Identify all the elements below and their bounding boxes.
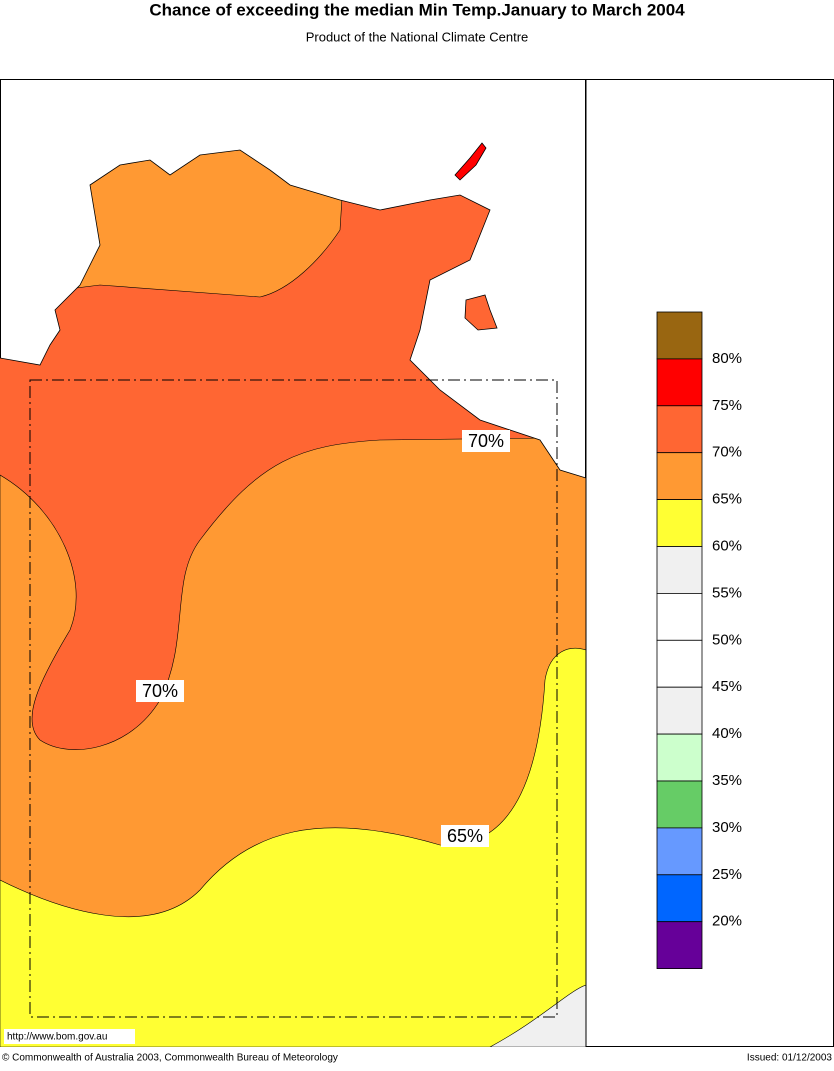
legend-swatch: [656, 921, 703, 970]
legend-label: 75%: [712, 397, 742, 414]
legend-swatch: [656, 358, 703, 407]
coastline: [0, 149, 587, 479]
legend-label: 30%: [712, 819, 742, 836]
contour-label-bg: [136, 680, 184, 702]
legend-label: 55%: [712, 584, 742, 601]
contour-label-bg: [441, 825, 489, 847]
subtitle: Product of the National Climate Centre: [306, 29, 529, 44]
legend-swatch: [656, 593, 703, 641]
legend: 80% 75% 70% 65% 60% 55% 50% 45% 40% 35% 30% 25% 20%: [656, 311, 742, 970]
legend-label: 20%: [712, 913, 742, 930]
island: [454, 142, 487, 181]
legend-label: 45%: [712, 678, 742, 695]
contour-label: 70%: [468, 431, 504, 451]
legend-swatch: [656, 780, 703, 829]
contour-label-bg: [462, 430, 510, 452]
legend-swatch: [656, 827, 703, 876]
url: http://www.bom.gov.au: [7, 1032, 107, 1043]
island: [464, 294, 498, 331]
legend-swatch: [656, 639, 703, 688]
legend-label: 60%: [712, 537, 742, 554]
contour-labels: 70% 70% 65%: [136, 430, 510, 847]
map-area: http://www.bom.gov.au: [0, 79, 587, 1047]
issued: Issued: 01/12/2003: [747, 1053, 833, 1064]
legend-frame: [585, 79, 834, 1047]
legend-label: 50%: [712, 631, 742, 648]
url-box: [4, 1029, 135, 1044]
legend-label: 70%: [712, 444, 742, 461]
legend-label: 65%: [712, 491, 742, 508]
legend-label: 40%: [712, 725, 742, 742]
land: [0, 150, 586, 1047]
legend-swatch: [656, 311, 703, 360]
copyright: © Commonwealth of Australia 2003, Common…: [2, 1053, 338, 1064]
region-60-65: [0, 648, 586, 1047]
legend-swatch: [656, 686, 703, 735]
region-boundary: [29, 379, 558, 1018]
legend-label: 25%: [712, 866, 742, 883]
contour-label: 65%: [447, 826, 483, 846]
legend-label: 80%: [712, 350, 742, 367]
contour-label: 70%: [142, 681, 178, 701]
legend-swatch: [656, 452, 703, 501]
legend-swatch: [656, 546, 703, 594]
title: Chance of exceeding the median Min Temp.…: [149, 0, 685, 19]
legend-swatch: [656, 874, 703, 923]
legend-swatch: [656, 499, 703, 547]
legend-label: 35%: [712, 772, 742, 789]
region-65-70: [59, 150, 346, 298]
legend-swatch: [656, 733, 703, 782]
legend-swatch: [656, 405, 703, 454]
